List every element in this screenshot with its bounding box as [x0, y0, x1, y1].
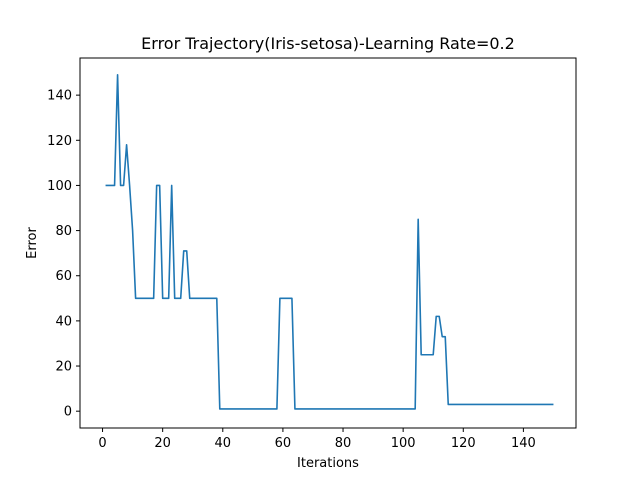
x-axis-label: Iterations	[297, 456, 359, 471]
y-tick-label: 60	[55, 269, 72, 284]
x-tick-label: 60	[275, 436, 292, 451]
x-tick-label: 20	[154, 436, 171, 451]
x-tick-label: 140	[511, 436, 536, 451]
y-tick-label: 20	[55, 360, 72, 375]
y-tick-label: 80	[55, 224, 72, 239]
y-tick-label: 120	[47, 134, 72, 149]
x-tick-label: 0	[98, 436, 106, 451]
series-line-0	[105, 74, 554, 410]
y-tick-label: 140	[47, 89, 72, 104]
y-tick-label: 40	[55, 314, 72, 329]
y-axis: 0 20 40 60 80 100 120 140	[47, 89, 80, 420]
x-tick-label: 80	[335, 436, 352, 451]
x-tick-label: 120	[451, 436, 476, 451]
chart-title: Error Trajectory(Iris-setosa)-Learning R…	[141, 34, 515, 53]
plot-area	[105, 74, 554, 410]
x-tick-label: 100	[391, 436, 416, 451]
x-axis: 0 20 40 60 80 100 120 140	[98, 428, 536, 451]
x-tick-label: 40	[215, 436, 232, 451]
y-axis-label: Error	[25, 227, 40, 259]
axes-frame	[79, 57, 577, 429]
y-tick-label: 100	[47, 179, 72, 194]
y-tick-label: 0	[64, 405, 72, 420]
